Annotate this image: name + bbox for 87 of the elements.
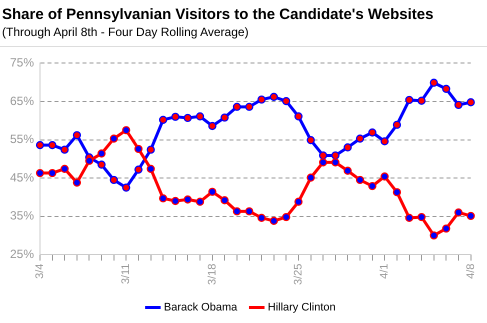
point: [356, 134, 364, 143]
point: [134, 166, 143, 174]
y-tick-label: 65%: [10, 94, 34, 108]
point: [282, 212, 290, 222]
point: [97, 149, 106, 158]
y-tick-label: 75%: [10, 56, 34, 70]
point: [60, 146, 69, 154]
point: [184, 114, 192, 122]
chart-title: Share of Pennsylvanian Visitors to the Candidate's Websites: [2, 6, 434, 23]
point: [331, 151, 340, 160]
point: [257, 95, 266, 104]
x-tick-label: 3/4: [34, 264, 46, 279]
point: [319, 158, 328, 166]
point: [282, 96, 290, 106]
point: [184, 195, 192, 204]
y-tick-label: 25%: [10, 246, 34, 261]
point: [368, 128, 376, 137]
point: [48, 141, 56, 150]
point: [122, 126, 130, 134]
point: [134, 144, 143, 154]
point: [392, 120, 402, 129]
chart-subtitle: (Through April 8th - Four Day Rolling Average): [2, 25, 249, 39]
legend-label: Hillary Clinton: [268, 302, 336, 314]
point: [442, 84, 450, 93]
point: [368, 182, 376, 190]
point: [60, 164, 69, 173]
point: [294, 112, 303, 121]
point: [442, 224, 450, 233]
point: [306, 136, 315, 144]
point: [72, 178, 82, 187]
point: [466, 98, 475, 106]
point: [122, 184, 130, 192]
point: [110, 176, 118, 184]
point: [454, 208, 463, 217]
x-tick-label: 4/1: [378, 264, 391, 279]
point: [466, 212, 475, 220]
point: [36, 141, 44, 150]
point: [392, 188, 402, 196]
point: [208, 122, 216, 130]
point: [430, 231, 438, 240]
point: [344, 143, 352, 152]
x-tick-label: 4/8: [464, 264, 477, 279]
point: [196, 198, 204, 206]
point: [208, 188, 216, 196]
point: [245, 102, 254, 111]
point: [380, 172, 389, 181]
point: [356, 176, 364, 184]
x-tick-label: 3/11: [120, 264, 132, 284]
point: [48, 168, 56, 178]
legend-label: Barack Obama: [164, 302, 238, 314]
point: [331, 158, 340, 166]
point: [405, 214, 414, 222]
y-tick-label: 35%: [10, 208, 34, 223]
point: [171, 196, 180, 206]
point: [417, 96, 426, 105]
point: [97, 160, 106, 169]
point: [270, 216, 278, 226]
point: [110, 134, 118, 143]
point: [454, 100, 463, 110]
point: [344, 166, 352, 175]
point: [72, 131, 82, 140]
point: [159, 116, 168, 124]
point: [232, 207, 242, 216]
y-tick-label: 55%: [10, 132, 34, 146]
x-tick-label: 3/25: [292, 264, 305, 286]
point: [245, 207, 254, 216]
point: [220, 196, 229, 204]
point: [306, 174, 315, 182]
point: [319, 151, 328, 160]
y-tick-label: 45%: [10, 170, 34, 184]
point: [232, 102, 242, 111]
point: [257, 214, 266, 222]
point: [220, 113, 229, 122]
point: [85, 156, 94, 165]
x-tick-label: 3/18: [206, 264, 218, 286]
point: [196, 112, 204, 121]
point: [146, 146, 155, 154]
point: [294, 198, 303, 206]
point: [430, 78, 438, 87]
point: [380, 137, 389, 146]
point: [171, 112, 180, 121]
point: [159, 194, 168, 202]
point: [405, 96, 414, 104]
point: [36, 168, 44, 178]
point: [270, 92, 278, 101]
point: [146, 164, 155, 173]
point: [417, 212, 426, 222]
